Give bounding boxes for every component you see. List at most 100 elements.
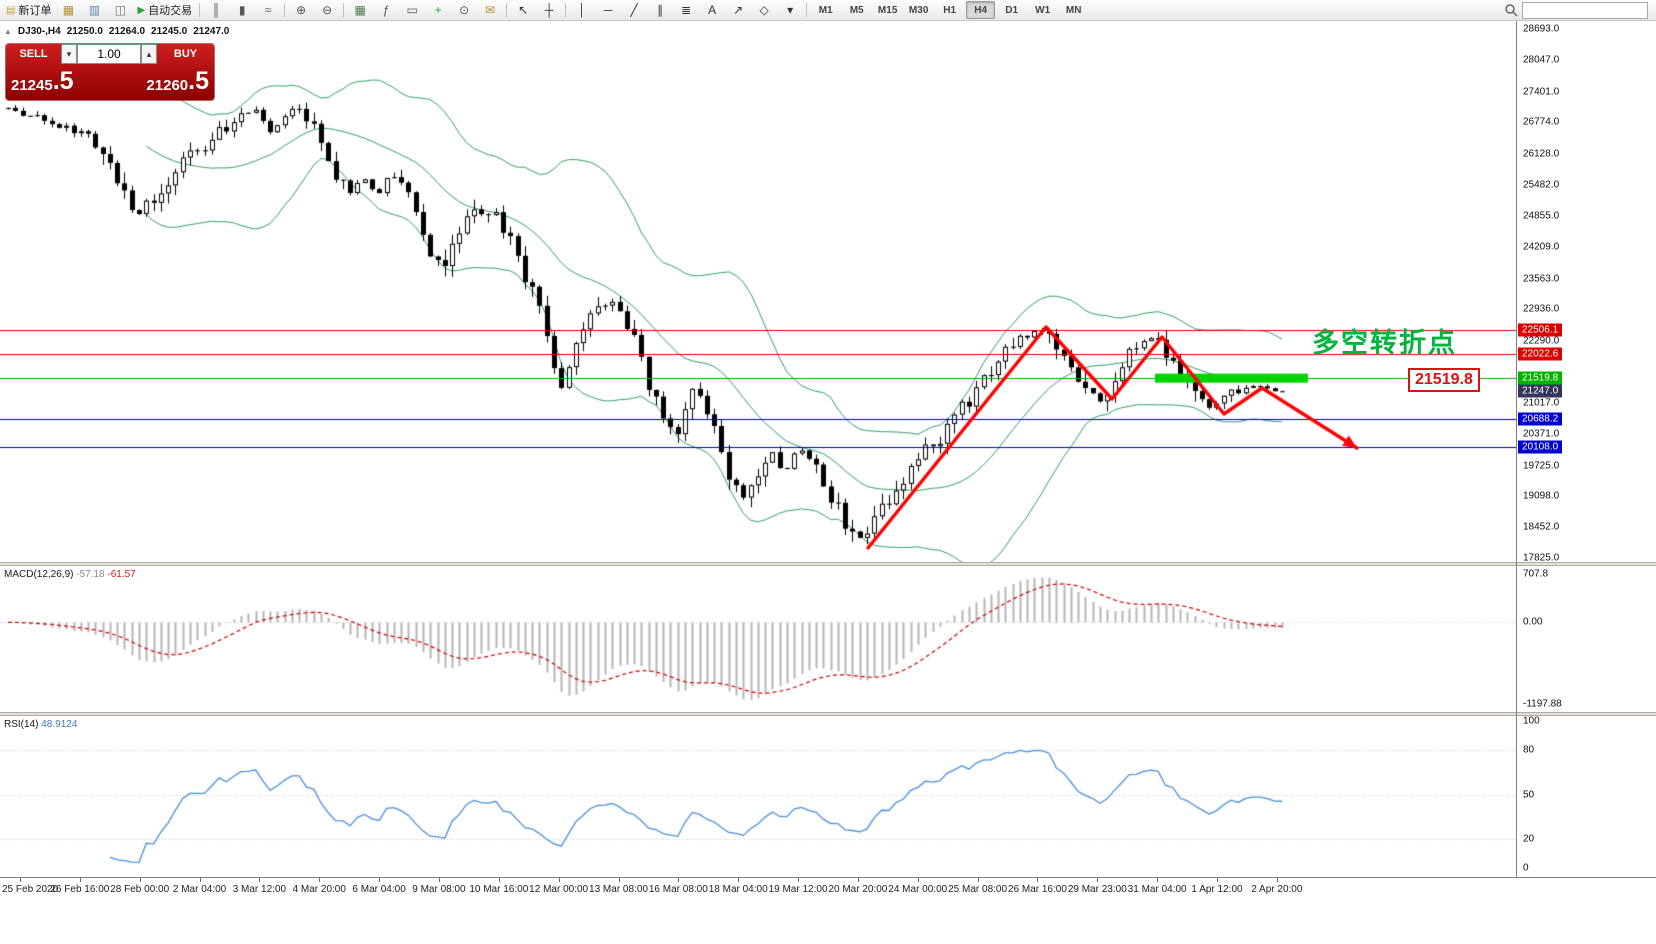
price-scale-label: 27401.0 — [1523, 86, 1560, 98]
search-input[interactable] — [1522, 1, 1648, 19]
time-tick — [379, 878, 380, 882]
time-label: 20 Mar 20:00 — [828, 884, 888, 895]
trendline-icon[interactable]: ╱ — [630, 3, 638, 17]
profiles-icon[interactable]: ▥ — [88, 3, 101, 17]
new-order-icon: ▤ — [6, 4, 16, 16]
time-label: 24 Mar 00:00 — [888, 884, 948, 895]
macd-pane: MACD(12,26,9) -57.18 -61.57 — [0, 566, 1516, 712]
pane-divider[interactable] — [0, 562, 1656, 566]
zoom-out-icon[interactable]: ⊖ — [322, 3, 333, 17]
price-scale-label: 28693.0 — [1523, 23, 1560, 35]
horizontal-line-icon[interactable]: ─ — [603, 3, 613, 17]
price-scale-label: 18452.0 — [1523, 521, 1560, 533]
sell-button-label: SELL — [19, 48, 48, 60]
time-label: 9 Mar 08:00 — [412, 884, 466, 895]
time-tick — [858, 878, 859, 882]
time-tick — [1157, 878, 1158, 882]
toolbar: ▤ 新订单 ▦ ▥ ◫ ▶ 自动交易 ║ ▮ ≈ ⊕ ⊖ ▦ ƒ ▭ + ⊙ ✉ ↖ ┼ │ ─ ╱ ∥ ≣ A ↗ ◇ ▾ M1 M5 M1… — [0, 0, 1656, 21]
shapes-icon[interactable]: ◇ — [759, 3, 769, 17]
time-tick — [439, 878, 440, 882]
line-chart-icon[interactable]: ≈ — [264, 3, 272, 17]
volume-decrease-button[interactable]: ▾ — [61, 44, 77, 64]
time-label: 25 Feb 2020 — [2, 884, 59, 895]
search-icon[interactable] — [1504, 3, 1518, 17]
price-tag-annotation[interactable]: 21519.8 — [1408, 368, 1480, 392]
time-tick — [798, 878, 799, 882]
rsi-value: 48.9124 — [41, 719, 78, 730]
volume-input[interactable] — [77, 44, 141, 64]
tile-windows-icon[interactable]: ▦ — [354, 3, 366, 17]
volume-increase-button[interactable]: ▴ — [141, 44, 157, 64]
rsi-scale[interactable]: 100 80 50 20 0 — [1517, 716, 1656, 877]
price-scale-label: 21017.0 — [1523, 397, 1560, 409]
price-chart-canvas[interactable] — [0, 21, 1516, 562]
price-scale-label: 25482.0 — [1523, 179, 1560, 191]
new-order-button[interactable]: ▤ 新订单 — [3, 1, 54, 20]
price-scale[interactable]: 28693.0 28047.0 27401.0 26774.0 26128.0 25482… — [1517, 21, 1656, 564]
vertical-line-icon[interactable]: │ — [578, 3, 586, 17]
time-axis[interactable]: 25 Feb 2020 26 Feb 16:00 28 Feb 00:00 2 Mar… — [0, 877, 1656, 900]
charts-grid-icon[interactable]: ▦ — [62, 3, 75, 17]
add-indicator-icon[interactable]: + — [434, 3, 442, 17]
macd-value: -57.18 — [76, 569, 105, 580]
price-level-badge: 21519.8 — [1518, 371, 1563, 385]
timeframe-d1[interactable]: D1 — [1005, 4, 1019, 16]
sell-price[interactable]: 21245.5 — [11, 67, 74, 96]
bar-chart-icon[interactable]: ║ — [211, 3, 221, 17]
macd-canvas[interactable] — [0, 566, 1516, 712]
text-tool-icon[interactable]: A — [708, 3, 717, 17]
indicators-icon[interactable]: ƒ — [382, 3, 390, 17]
sell-button[interactable]: SELL — [6, 44, 61, 64]
macd-label: MACD(12,26,9) -57.18 -61.57 — [4, 569, 136, 580]
terminal-icon[interactable]: ◫ — [114, 3, 127, 17]
buy-price[interactable]: 21260.5 — [146, 67, 209, 96]
rsi-pane: RSI(14) 48.9124 — [0, 716, 1516, 877]
time-tick — [1277, 878, 1278, 882]
one-click-toggle[interactable]: ▲ — [4, 27, 12, 36]
mail-icon[interactable]: ✉ — [485, 3, 496, 17]
zoom-in-icon[interactable]: ⊕ — [296, 3, 307, 17]
macd-scale[interactable]: 707.8 0.00 -1197.88 — [1517, 566, 1656, 712]
timeframe-w1[interactable]: W1 — [1035, 4, 1051, 16]
time-tick — [978, 878, 979, 882]
time-tick — [1037, 878, 1038, 882]
rsi-canvas[interactable] — [0, 716, 1516, 877]
trade-prices: 21245.5 21260.5 — [6, 64, 214, 100]
autotrade-button[interactable]: ▶ 自动交易 — [134, 1, 195, 20]
candlestick-chart-icon[interactable]: ▮ — [238, 3, 246, 17]
time-label: 18 Mar 04:00 — [708, 884, 768, 895]
symbol-header: ▲ DJ30-,H4 21250.0 21264.0 21245.0 21247… — [4, 26, 229, 37]
time-label: 28 Feb 00:00 — [110, 884, 170, 895]
price-level-badge: 21247.0 — [1518, 384, 1563, 398]
more-tools-icon[interactable]: ▾ — [787, 3, 794, 17]
timeframe-h4[interactable]: H4 — [966, 1, 996, 19]
macd-scale-label: -1197.88 — [1523, 698, 1562, 710]
price-scale-label: 24209.0 — [1523, 241, 1560, 253]
channel-icon[interactable]: ∥ — [657, 3, 664, 17]
time-tick — [200, 878, 201, 882]
crosshair-icon[interactable]: ┼ — [544, 3, 554, 17]
time-label: 10 Mar 16:00 — [469, 884, 529, 895]
time-label: 16 Mar 08:00 — [648, 884, 708, 895]
cursor-icon[interactable]: ↖ — [518, 3, 529, 17]
time-label: 25 Mar 08:00 — [948, 884, 1008, 895]
turning-point-annotation[interactable]: 多空转折点 — [1312, 328, 1457, 358]
buy-button[interactable]: BUY — [157, 44, 214, 64]
timeframe-m15[interactable]: M15 — [877, 4, 898, 16]
time-label: 29 Mar 23:00 — [1067, 884, 1127, 895]
time-tick — [1217, 878, 1218, 882]
objects-list-icon[interactable]: ▭ — [406, 3, 418, 17]
pane-divider[interactable] — [0, 712, 1656, 716]
time-label: 12 Mar 00:00 — [529, 884, 589, 895]
timeframe-h1[interactable]: H1 — [943, 4, 957, 16]
arrow-tool-icon[interactable]: ↗ — [733, 3, 744, 17]
timeframe-m30[interactable]: M30 — [908, 4, 929, 16]
timeframe-m5[interactable]: M5 — [849, 4, 864, 16]
time-tick — [619, 878, 620, 882]
macd-scale-label: 707.8 — [1523, 568, 1549, 580]
time-tick — [678, 878, 679, 882]
timeframe-m1[interactable]: M1 — [818, 4, 833, 16]
timeframe-mn[interactable]: MN — [1065, 4, 1082, 16]
period-icon[interactable]: ⊙ — [459, 3, 470, 17]
fibonacci-icon[interactable]: ≣ — [681, 3, 692, 17]
